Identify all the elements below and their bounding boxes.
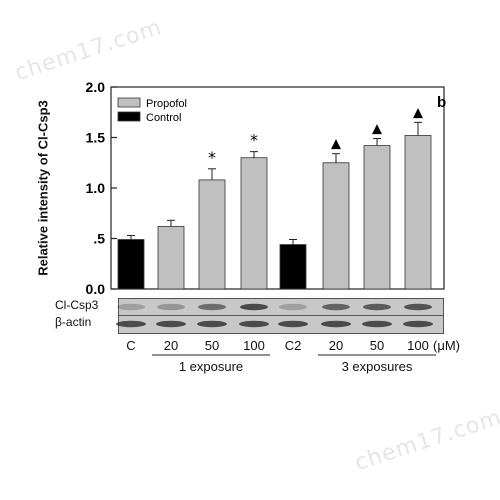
blot-band xyxy=(403,320,433,328)
blot-band xyxy=(322,303,350,311)
bar xyxy=(117,239,145,290)
bar xyxy=(404,135,432,290)
x-tick-label: 20 xyxy=(163,338,179,353)
legend-label: Propofol xyxy=(146,98,187,110)
significance-marker: * xyxy=(208,148,216,167)
y-tick-label: 1.0 xyxy=(86,180,106,196)
blot-label-clcsp3: Cl-Csp3 xyxy=(55,298,99,312)
blot-band xyxy=(156,320,186,328)
blot-band xyxy=(362,320,392,328)
bar xyxy=(198,179,226,290)
significance-marker: * xyxy=(250,131,258,150)
blot-band xyxy=(279,303,307,311)
x-tick-label: 20 xyxy=(328,338,344,353)
blot-band xyxy=(198,303,226,311)
x-tick-label: 100 xyxy=(407,338,429,353)
unit-label: (μM) xyxy=(433,338,460,353)
bar xyxy=(322,162,350,290)
blot-band xyxy=(404,303,432,311)
blot-band xyxy=(157,303,185,311)
x-tick-label: 50 xyxy=(204,338,220,353)
exposure-group-label: 3 exposures xyxy=(341,359,413,374)
x-tick-label: C xyxy=(126,338,136,353)
significance-marker: ▲ xyxy=(372,122,382,137)
bar xyxy=(279,244,307,290)
y-tick-label: 2.0 xyxy=(86,79,106,95)
exposure-group-label: 1 exposure xyxy=(178,359,244,374)
y-tick-label: .5 xyxy=(93,231,105,247)
y-axis-label: Relative intensity of Cl-Csp3 xyxy=(35,100,51,276)
blot-band xyxy=(197,320,227,328)
x-tick-label: C2 xyxy=(284,338,302,353)
blot-band xyxy=(278,320,308,328)
blot-label-actin: β-actin xyxy=(55,315,92,329)
blot-band xyxy=(321,320,351,328)
y-tick-label: 1.5 xyxy=(86,130,106,146)
legend-swatch xyxy=(117,111,141,122)
legend-label: Control xyxy=(146,112,181,124)
significance-marker: ▲ xyxy=(331,137,341,152)
panel-label: b xyxy=(437,94,446,111)
blot-band xyxy=(116,320,146,328)
blot-band xyxy=(239,320,269,328)
x-tick-label: 50 xyxy=(369,338,385,353)
y-tick-label: 0.0 xyxy=(86,281,106,297)
significance-marker: ▲ xyxy=(413,105,423,120)
legend-swatch xyxy=(117,97,141,108)
bar xyxy=(157,225,185,290)
blot-band xyxy=(117,303,145,311)
blot-band xyxy=(363,303,391,311)
x-tick-label: 100 xyxy=(243,338,265,353)
blot-band xyxy=(240,303,268,311)
